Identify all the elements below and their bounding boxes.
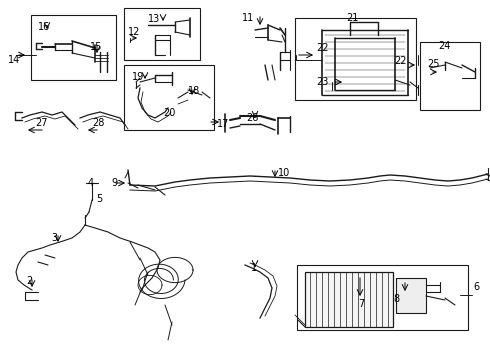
Text: 22: 22 bbox=[394, 56, 407, 66]
Text: 3: 3 bbox=[51, 233, 57, 243]
Text: 24: 24 bbox=[438, 41, 450, 51]
Text: 19: 19 bbox=[132, 72, 144, 82]
Text: 26: 26 bbox=[246, 113, 258, 123]
Text: 21: 21 bbox=[346, 13, 358, 23]
Text: 17: 17 bbox=[217, 119, 229, 129]
Text: 12: 12 bbox=[128, 27, 140, 37]
Text: 25: 25 bbox=[427, 59, 440, 69]
Text: 4: 4 bbox=[88, 178, 94, 188]
Text: 6: 6 bbox=[473, 282, 479, 292]
Text: 15: 15 bbox=[90, 42, 102, 52]
Text: 27: 27 bbox=[35, 118, 48, 128]
Text: 14: 14 bbox=[8, 55, 20, 65]
Bar bbox=[297, 265, 468, 330]
Text: 1: 1 bbox=[251, 263, 257, 273]
Bar bbox=[31, 15, 116, 80]
Text: 16: 16 bbox=[38, 22, 50, 32]
Text: 22: 22 bbox=[316, 43, 328, 53]
Text: 20: 20 bbox=[163, 108, 175, 118]
Text: 9: 9 bbox=[111, 178, 117, 188]
Bar bbox=[396, 278, 426, 313]
Text: 11: 11 bbox=[242, 13, 254, 23]
Text: 13: 13 bbox=[148, 14, 160, 24]
Text: 23: 23 bbox=[316, 77, 328, 87]
Text: 5: 5 bbox=[96, 194, 102, 204]
Text: 8: 8 bbox=[393, 294, 399, 304]
Bar bbox=[124, 65, 214, 130]
Bar bbox=[124, 8, 200, 60]
Text: 28: 28 bbox=[92, 118, 104, 128]
Bar bbox=[305, 272, 393, 327]
Bar bbox=[295, 18, 416, 100]
Bar bbox=[420, 42, 480, 110]
Text: 2: 2 bbox=[26, 276, 32, 286]
Text: 7: 7 bbox=[358, 299, 364, 309]
Text: 10: 10 bbox=[278, 168, 290, 178]
Text: 18: 18 bbox=[188, 86, 200, 96]
